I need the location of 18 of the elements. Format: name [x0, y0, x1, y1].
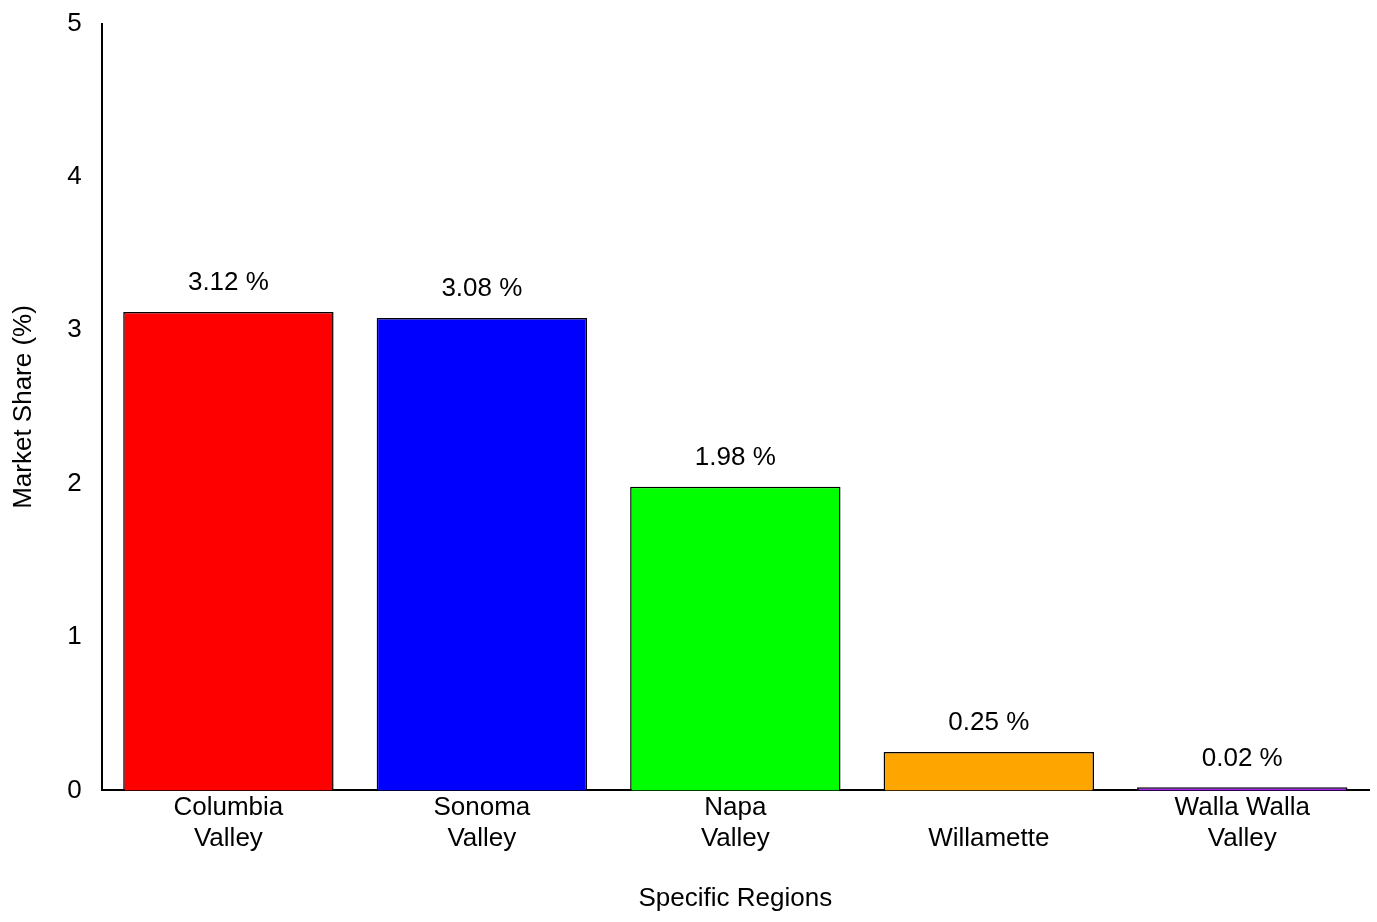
data-label: 0.02 %: [1201, 741, 1283, 772]
data-label: 1.98 %: [694, 440, 776, 471]
y-tick-label: 0: [67, 773, 82, 804]
x-axis-title: Specific Regions: [638, 881, 833, 912]
data-label: 3.08 %: [441, 272, 523, 303]
x-tick-label: Willamette: [928, 822, 1050, 853]
data-label: 0.25 %: [948, 706, 1030, 737]
y-axis-title: Market Share (%): [6, 305, 37, 509]
x-tick-label: Columbia Valley: [173, 791, 284, 853]
y-tick-label: 5: [67, 6, 82, 37]
y-tick-label: 3: [67, 313, 82, 344]
y-tick-label: 2: [67, 466, 82, 497]
y-tick-label: 4: [67, 160, 82, 191]
data-label: 3.12 %: [187, 266, 269, 297]
x-tick-label: Sonoma Valley: [433, 791, 531, 853]
x-tick-label: Napa Valley: [700, 791, 770, 853]
x-tick-label: Walla Walla Valley: [1174, 791, 1311, 853]
y-tick-label: 1: [67, 620, 82, 651]
